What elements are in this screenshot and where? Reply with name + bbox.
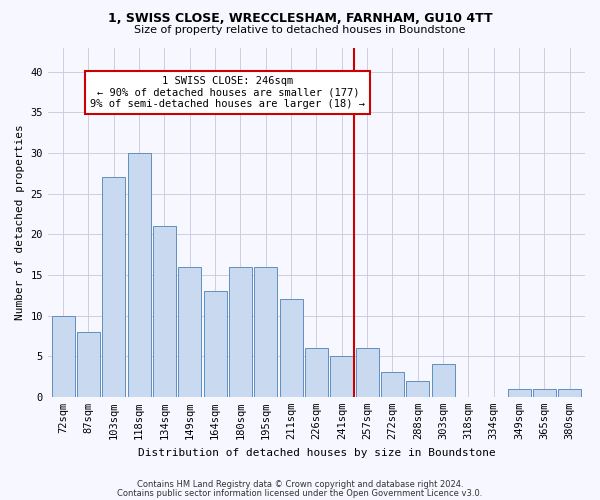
Bar [305, 348, 328, 397]
Text: 1, SWISS CLOSE, WRECCLESHAM, FARNHAM, GU10 4TT: 1, SWISS CLOSE, WRECCLESHAM, FARNHAM, GU… [107, 12, 493, 26]
Bar [153, 226, 176, 397]
Bar [406, 380, 429, 397]
Bar [52, 316, 74, 397]
Bar [559, 388, 581, 397]
Bar [432, 364, 455, 397]
Bar [381, 372, 404, 397]
Bar [204, 291, 227, 397]
Text: Contains public sector information licensed under the Open Government Licence v3: Contains public sector information licen… [118, 488, 482, 498]
Bar [254, 267, 277, 397]
Bar [77, 332, 100, 397]
Text: Contains HM Land Registry data © Crown copyright and database right 2024.: Contains HM Land Registry data © Crown c… [137, 480, 463, 489]
Text: Size of property relative to detached houses in Boundstone: Size of property relative to detached ho… [134, 25, 466, 35]
Bar [331, 356, 353, 397]
Bar [128, 153, 151, 397]
Text: 1 SWISS CLOSE: 246sqm
← 90% of detached houses are smaller (177)
9% of semi-deta: 1 SWISS CLOSE: 246sqm ← 90% of detached … [90, 76, 365, 109]
X-axis label: Distribution of detached houses by size in Boundstone: Distribution of detached houses by size … [137, 448, 496, 458]
Bar [178, 267, 201, 397]
Bar [356, 348, 379, 397]
Bar [533, 388, 556, 397]
Bar [280, 300, 302, 397]
Y-axis label: Number of detached properties: Number of detached properties [15, 124, 25, 320]
Bar [508, 388, 530, 397]
Bar [103, 178, 125, 397]
Bar [229, 267, 252, 397]
